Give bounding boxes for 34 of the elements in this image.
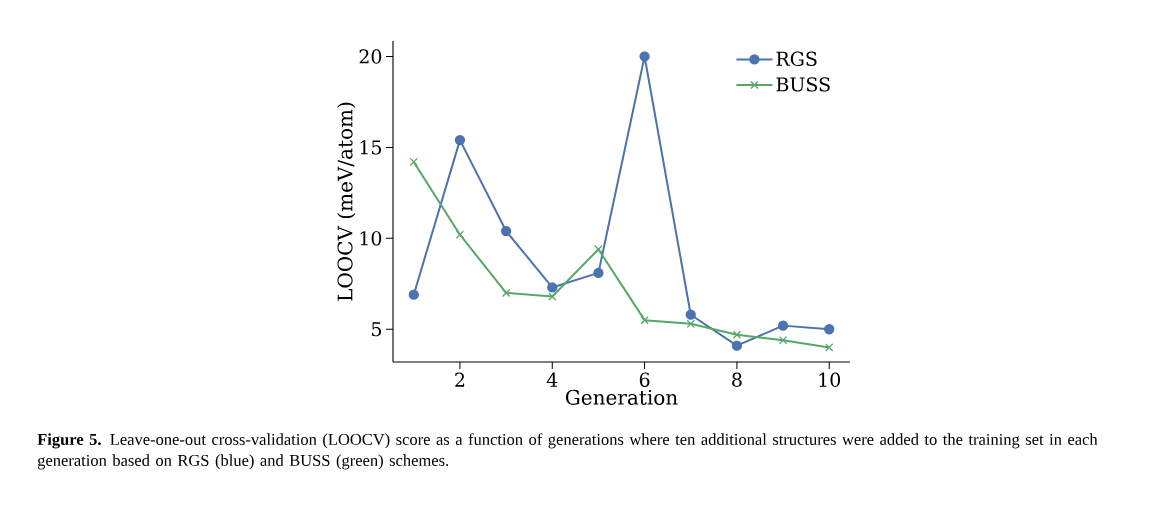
point bbox=[639, 51, 650, 62]
point bbox=[594, 245, 603, 254]
point bbox=[778, 335, 788, 345]
legend-label: BUSS bbox=[776, 77, 830, 92]
point bbox=[732, 330, 742, 339]
point bbox=[777, 320, 789, 331]
point bbox=[593, 267, 604, 279]
point bbox=[500, 225, 512, 237]
point bbox=[685, 309, 696, 320]
point bbox=[825, 343, 834, 352]
text: Figure 5. Leave-one-out cross-validation (LOOCV) score as a function of generations where ten additional structures were added to the training set in each generation based on RGS (blue) and BUSS (green) schemes. bbox=[37, 433, 1098, 470]
x-tick-label: 6 bbox=[639, 372, 650, 387]
x-axis-title: Generation bbox=[565, 389, 678, 405]
x-tick-label: 8 bbox=[732, 372, 742, 387]
x-tick-label: 2 bbox=[455, 372, 465, 387]
x-tick-label: 10 bbox=[819, 372, 841, 387]
point bbox=[731, 340, 743, 351]
point bbox=[547, 282, 558, 293]
y-tick-label: 10 bbox=[360, 231, 382, 246]
y-axis-title: LOOCV (meV/atom) bbox=[337, 102, 356, 301]
point bbox=[640, 315, 649, 325]
point bbox=[824, 324, 835, 335]
point bbox=[548, 292, 557, 301]
point bbox=[686, 319, 695, 328]
point bbox=[409, 157, 418, 167]
y-tick-label: 5 bbox=[372, 322, 381, 337]
point bbox=[455, 230, 465, 239]
point bbox=[408, 289, 419, 300]
legend-label: RGS bbox=[776, 51, 817, 66]
y-tick-label: 20 bbox=[359, 49, 382, 64]
point bbox=[454, 134, 466, 146]
y-tick-label: 15 bbox=[360, 140, 381, 155]
x-tick-label: 4 bbox=[546, 372, 558, 387]
point bbox=[501, 288, 511, 298]
